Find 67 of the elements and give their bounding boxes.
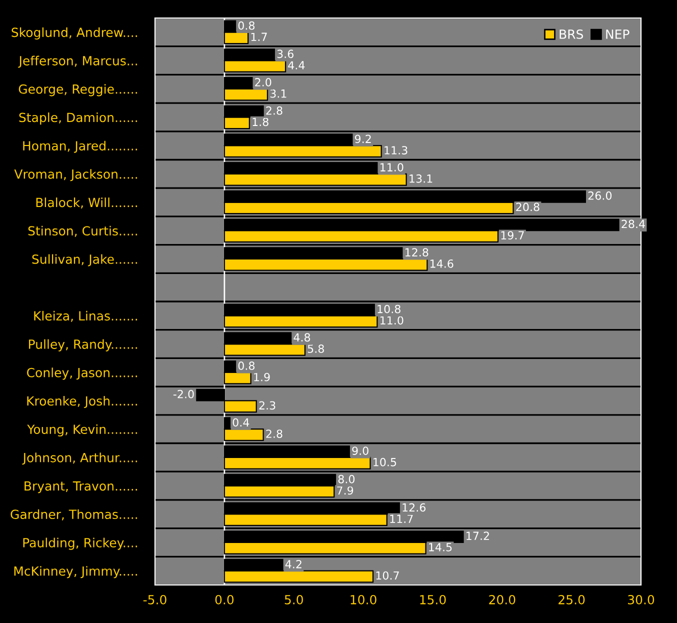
- y-tick-label: Gardner, Thomas.....: [10, 509, 137, 520]
- legend-label: NEP: [606, 30, 630, 39]
- x-tick-label: 5.0: [284, 594, 303, 604]
- data-label: 1.9: [254, 372, 270, 382]
- y-tick-label: Paulding, Rickey....: [23, 538, 137, 550]
- y-tick-label: Skoglund, Andrew....: [12, 27, 137, 40]
- data-label: 2.0: [255, 78, 272, 86]
- data-label: 11.7: [390, 514, 413, 523]
- data-label: 9.2: [354, 134, 371, 144]
- data-label: 19.7: [501, 231, 524, 240]
- x-tick-label: -5.0: [143, 594, 166, 604]
- data-label: 9.0: [352, 446, 368, 455]
- data-label: 14.5: [429, 543, 452, 552]
- data-label: 12.8: [405, 248, 428, 257]
- data-label: 2.8: [266, 430, 282, 438]
- data-label: 2.8: [266, 106, 282, 115]
- data-label: -2.0: [173, 390, 194, 398]
- data-label: 0.4: [232, 418, 250, 427]
- y-tick-label: Sullivan, Jake......: [32, 254, 137, 266]
- data-label: 14.6: [430, 259, 454, 268]
- y-tick-label: Kroenke, Josh.......: [27, 396, 137, 408]
- x-tick-label: 15.0: [420, 594, 446, 604]
- legend-label: BRS: [560, 29, 584, 39]
- x-tick-label: 30.0: [628, 594, 654, 604]
- data-label: 4.8: [294, 333, 310, 342]
- y-tick-label: Blalock, Will.......: [36, 198, 137, 208]
- data-label: 10.7: [376, 571, 399, 580]
- data-label: 13.1: [410, 174, 432, 183]
- data-label: 0.8: [238, 362, 255, 370]
- data-label: 5.8: [308, 344, 324, 353]
- data-label: 7.9: [337, 486, 354, 495]
- y-tick-label: McKinney, Jimmy.....: [14, 566, 137, 578]
- data-label: 20.8: [516, 202, 540, 212]
- data-label: 28.4: [622, 220, 645, 228]
- y-tick-label: Vroman, Jackson.....: [14, 169, 137, 182]
- data-label: 11.0: [380, 163, 404, 172]
- y-tick-label: Johnson, Arthur.....: [22, 452, 137, 465]
- y-tick-label: Homan, Jared........: [23, 140, 137, 153]
- x-tick-label: 20.0: [489, 594, 516, 604]
- y-tick-label: Stinson, Curtis.....: [28, 226, 137, 237]
- data-label: 3.6: [277, 50, 294, 58]
- y-tick-label: Conley, Jason.......: [26, 368, 137, 380]
- data-label: 17.2: [466, 532, 489, 540]
- data-label: 11.3: [384, 146, 408, 154]
- data-label: 2.3: [259, 401, 276, 410]
- data-label: 12.6: [402, 503, 426, 512]
- y-tick-label: George, Reggie......: [18, 84, 137, 96]
- y-tick-label: Kleiza, Linas.......: [34, 310, 137, 322]
- data-label: 4.4: [288, 61, 305, 70]
- x-tick-label: 0.0: [215, 594, 234, 604]
- data-label: 0.8: [238, 21, 255, 30]
- x-tick-label: 10.0: [350, 594, 376, 604]
- y-tick-label: Pulley, Randy.......: [28, 339, 137, 352]
- y-tick-label: Staple, Damion......: [19, 112, 137, 125]
- x-tick-label: 25.0: [558, 594, 585, 604]
- y-tick-label: Bryant, Travon......: [24, 481, 137, 494]
- y-tick-label: Jefferson, Marcus...: [18, 56, 137, 68]
- data-label: 10.8: [378, 304, 400, 314]
- data-label: 1.7: [251, 32, 267, 41]
- data-label: 3.1: [270, 89, 286, 98]
- data-label: 10.5: [374, 458, 396, 466]
- data-label: 4.2: [285, 560, 302, 568]
- data-label: 1.8: [252, 118, 268, 126]
- data-label: 8.0: [338, 474, 355, 484]
- data-label: 26.0: [588, 191, 612, 200]
- data-label: 11.0: [380, 316, 404, 325]
- y-tick-label: Young, Kevin........: [27, 424, 137, 436]
